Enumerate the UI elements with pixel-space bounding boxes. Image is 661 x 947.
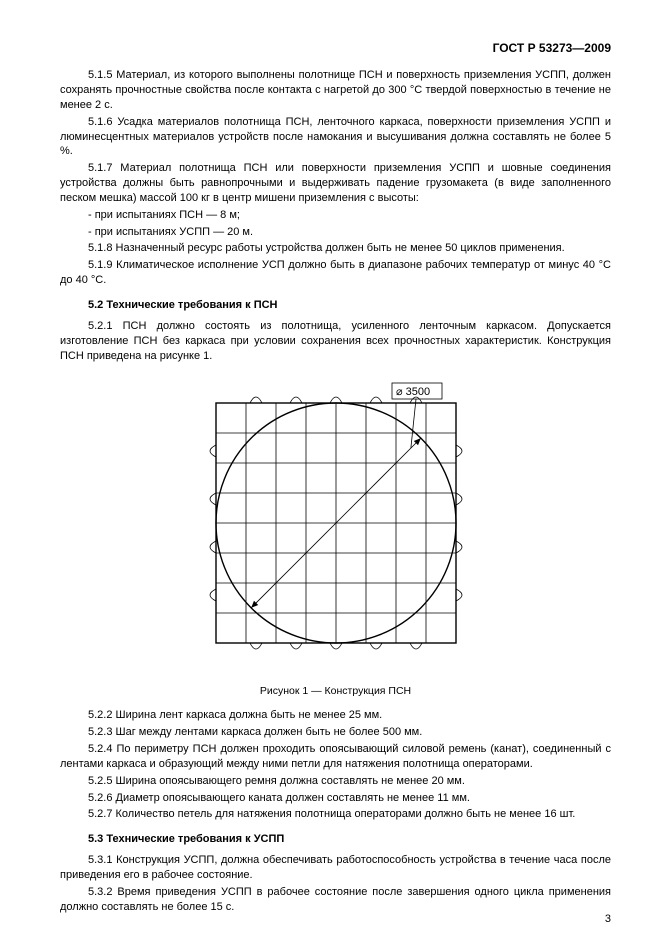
para-5-2-7: 5.2.7 Количество петель для натяжения по…	[60, 807, 611, 822]
figure-1: ⌀ 3500	[60, 373, 611, 678]
para-5-2-6: 5.2.6 Диаметр опоясывающего каната долже…	[60, 791, 611, 806]
para-5-1-7-a: - при испытаниях ПСН — 8 м;	[60, 208, 611, 223]
svg-text:⌀ 3500: ⌀ 3500	[396, 386, 430, 398]
para-5-3-2: 5.3.2 Время приведения УСПП в рабочее со…	[60, 885, 611, 915]
para-5-1-9: 5.1.9 Климатическое исполнение УСП должн…	[60, 258, 611, 288]
page-number: 3	[605, 912, 611, 927]
para-5-2-2: 5.2.2 Ширина лент каркаса должна быть не…	[60, 708, 611, 723]
figure-1-svg: ⌀ 3500	[186, 373, 486, 673]
para-5-2-1: 5.2.1 ПСН должно состоять из полотнища, …	[60, 319, 611, 364]
para-5-3-1: 5.3.1 Конструкция УСПП, должна обеспечив…	[60, 853, 611, 883]
para-5-1-8: 5.1.8 Назначенный ресурс работы устройст…	[60, 241, 611, 256]
para-5-1-7-b: - при испытаниях УСПП — 20 м.	[60, 225, 611, 240]
figure-1-caption: Рисунок 1 — Конструкция ПСН	[60, 684, 611, 698]
para-5-1-6: 5.1.6 Усадка материалов полотнища ПСН, л…	[60, 115, 611, 160]
document-header: ГОСТ Р 53273—2009	[60, 40, 611, 56]
heading-5-3: 5.3 Технические требования к УСПП	[60, 832, 611, 847]
para-5-2-3: 5.2.3 Шаг между лентами каркаса должен б…	[60, 725, 611, 740]
para-5-1-7: 5.1.7 Материал полотнища ПСН или поверхн…	[60, 161, 611, 206]
para-5-2-5: 5.2.5 Ширина опоясывающего ремня должна …	[60, 774, 611, 789]
para-5-1-5: 5.1.5 Материал, из которого выполнены по…	[60, 68, 611, 113]
para-5-2-4: 5.2.4 По периметру ПСН должен проходить …	[60, 742, 611, 772]
heading-5-2: 5.2 Технические требования к ПСН	[60, 298, 611, 313]
